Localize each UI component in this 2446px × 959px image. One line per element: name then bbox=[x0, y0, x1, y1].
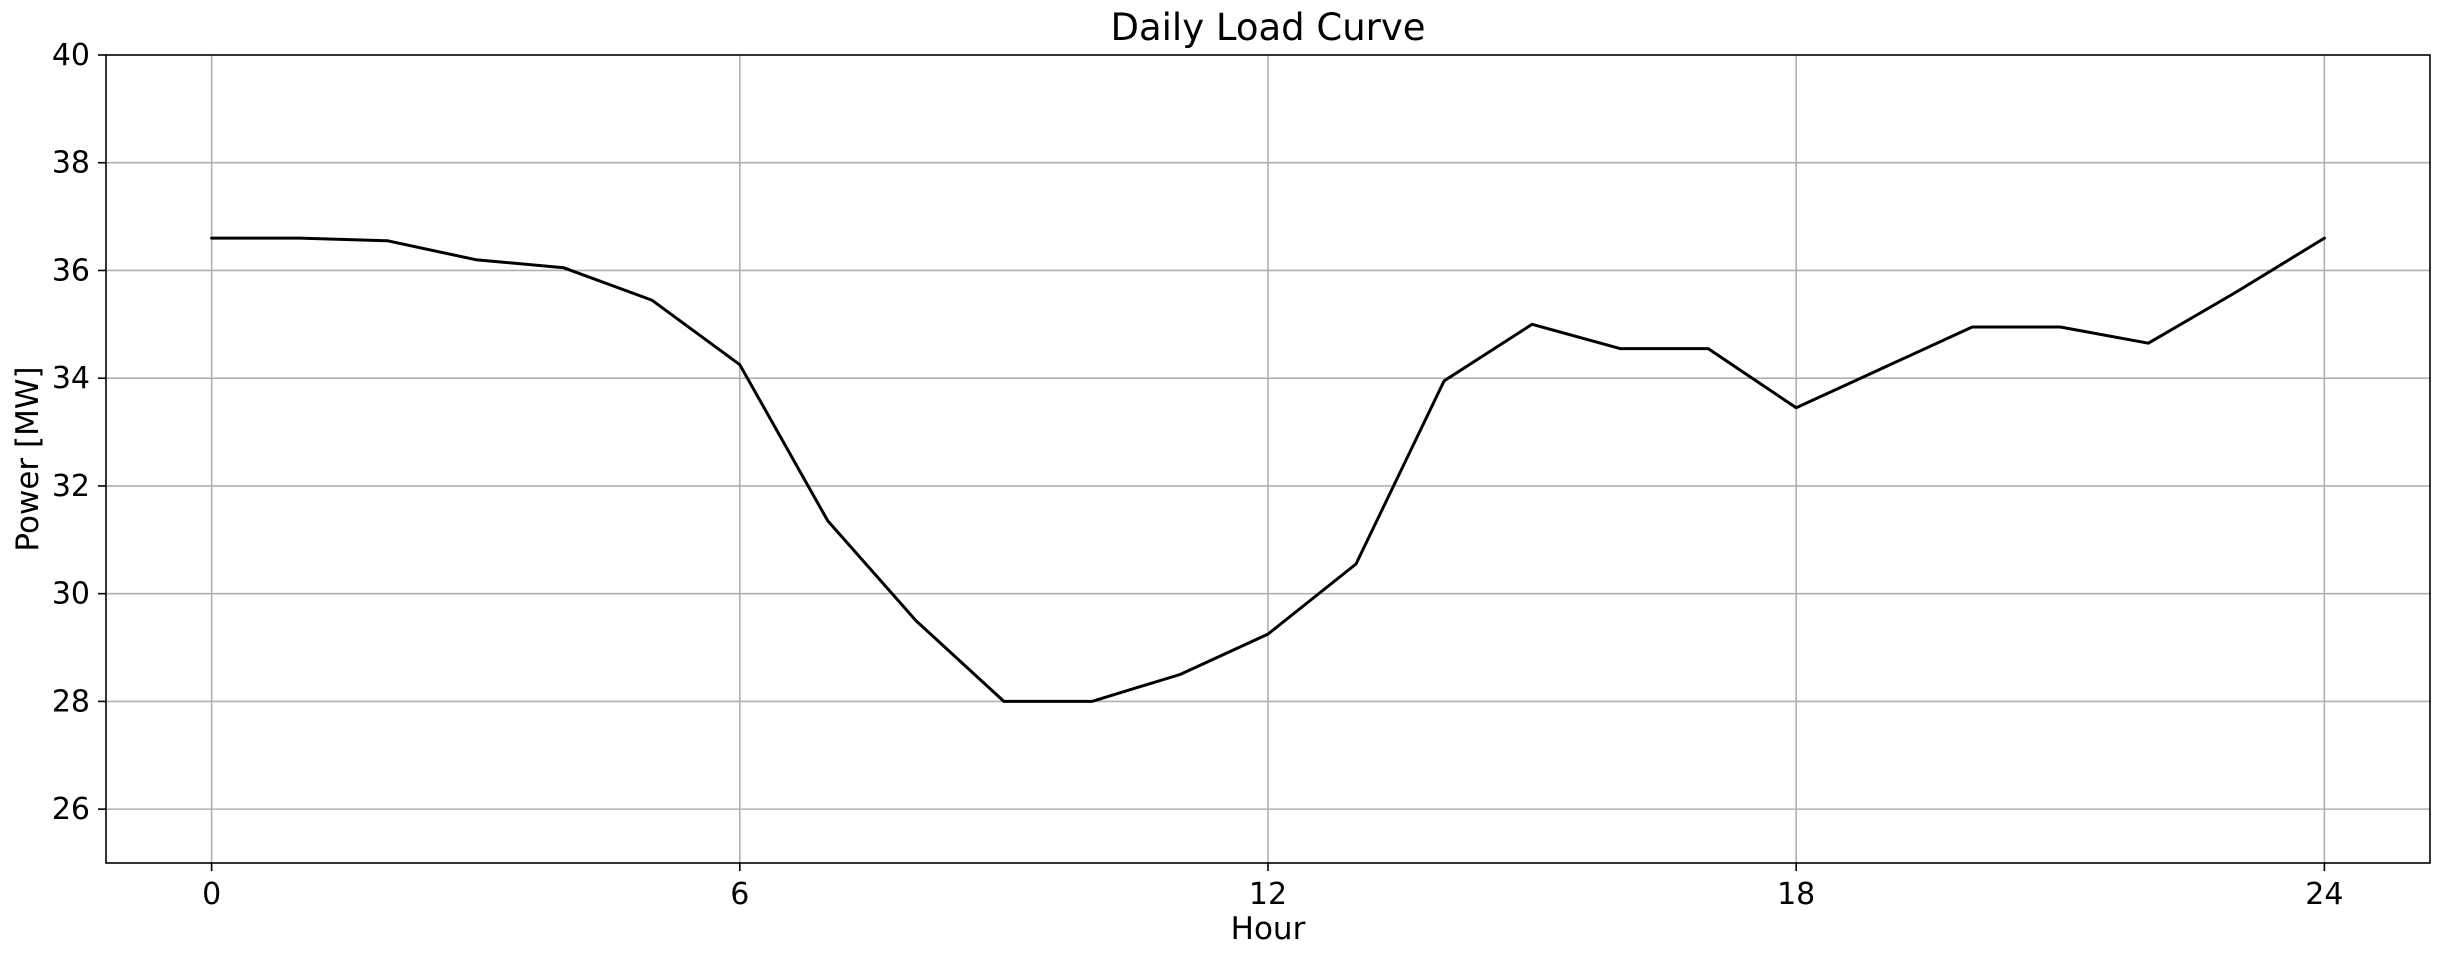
grid bbox=[106, 55, 2430, 863]
y-tick-label: 30 bbox=[52, 577, 90, 612]
load-curve-line bbox=[210, 236, 2326, 703]
axis-ticks: 0 6 12 18 24 26 28 30 32 34 36 38 40 bbox=[52, 38, 2344, 912]
y-tick-label: 26 bbox=[52, 792, 90, 827]
y-tick-label: 38 bbox=[52, 146, 90, 181]
y-tick-label: 32 bbox=[52, 469, 90, 504]
x-tick-label: 12 bbox=[1249, 877, 1287, 912]
y-tick-label: 28 bbox=[52, 684, 90, 719]
x-tick-label: 24 bbox=[2305, 877, 2343, 912]
x-tick-label: 18 bbox=[1777, 877, 1815, 912]
x-tick-label: 6 bbox=[730, 877, 749, 912]
plot-series bbox=[210, 236, 2326, 703]
y-axis-label: Power [MW] bbox=[10, 366, 46, 551]
x-tick-label: 0 bbox=[202, 877, 221, 912]
y-tick-label: 36 bbox=[52, 253, 90, 288]
x-axis-label: Hour bbox=[1231, 911, 1306, 947]
y-tick-label: 34 bbox=[52, 361, 90, 396]
y-tick-label: 40 bbox=[52, 38, 90, 73]
chart-title: Daily Load Curve bbox=[1110, 6, 1425, 49]
